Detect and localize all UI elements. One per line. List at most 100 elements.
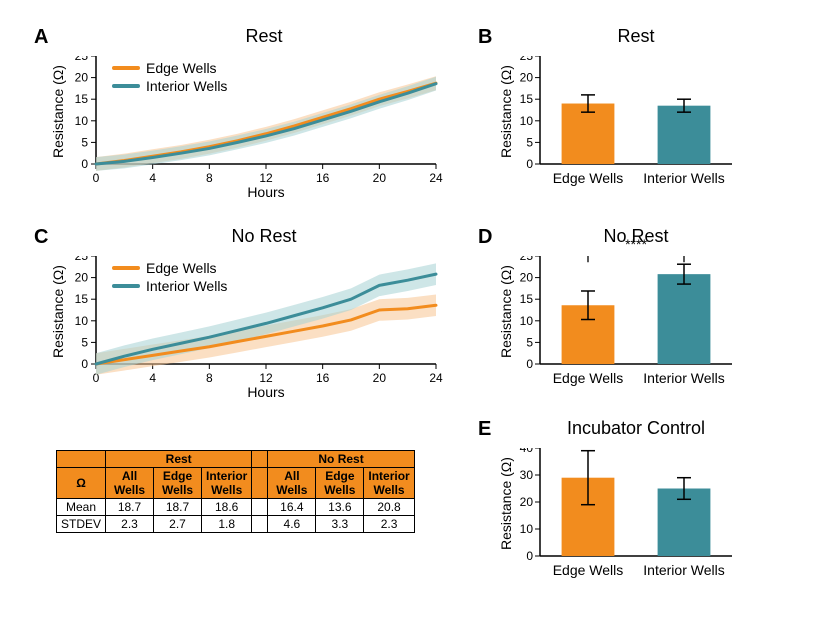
svg-text:0: 0: [81, 157, 88, 171]
svg-text:15: 15: [75, 92, 89, 106]
svg-text:5: 5: [526, 135, 533, 149]
table-row: Mean18.718.718.616.413.620.8: [57, 499, 415, 516]
table-cell: 16.4: [268, 499, 316, 516]
panel-letter-A: A: [34, 26, 48, 49]
svg-text:20: 20: [373, 371, 387, 385]
table-subheader: InteriorWells: [202, 468, 252, 499]
legend-label: Edge Wells: [146, 260, 217, 276]
svg-text:25: 25: [520, 56, 534, 63]
table-cell: 13.6: [316, 499, 364, 516]
svg-text:40: 40: [520, 448, 534, 455]
legend-label: Interior Wells: [146, 278, 227, 294]
bar-category-D-0: Edge Wells: [540, 370, 636, 386]
bar-category-B-1: Interior Wells: [636, 170, 732, 186]
svg-text:20: 20: [75, 271, 89, 285]
table-cell: 2.7: [154, 516, 202, 533]
legend-item-interior: Interior Wells: [112, 278, 227, 294]
linechart-A: 051015202504812162024: [66, 56, 446, 194]
table-subheader: EdgeWells: [154, 468, 202, 499]
significance-D: ****: [606, 236, 666, 252]
ylabel-B: Resistance (Ω): [498, 65, 514, 158]
title-E: Incubator Control: [536, 418, 736, 439]
title-B: Rest: [536, 26, 736, 47]
svg-text:8: 8: [206, 171, 213, 185]
bar-category-E-0: Edge Wells: [540, 562, 636, 578]
table-cell: 2.3: [106, 516, 154, 533]
svg-text:5: 5: [81, 135, 88, 149]
table-row: STDEV2.32.71.84.63.32.3: [57, 516, 415, 533]
title-A: Rest: [184, 26, 344, 47]
svg-text:0: 0: [526, 549, 533, 563]
svg-text:4: 4: [149, 171, 156, 185]
svg-text:0: 0: [81, 357, 88, 371]
svg-text:20: 20: [373, 171, 387, 185]
svg-text:10: 10: [520, 314, 534, 328]
legend-swatch: [112, 284, 140, 288]
legend-swatch: [112, 84, 140, 88]
svg-text:16: 16: [316, 371, 330, 385]
summary-table: RestNo RestΩAllWellsEdgeWellsInteriorWel…: [56, 450, 415, 533]
table-cell: 18.6: [202, 499, 252, 516]
xlabel-A: Hours: [226, 184, 306, 200]
table-subheader: InteriorWells: [364, 468, 414, 499]
svg-text:25: 25: [520, 256, 534, 263]
bar-category-B-0: Edge Wells: [540, 170, 636, 186]
svg-text:20: 20: [75, 71, 89, 85]
table-cell: 18.7: [106, 499, 154, 516]
svg-text:0: 0: [93, 171, 100, 185]
panel-letter-D: D: [478, 226, 492, 249]
svg-text:10: 10: [520, 522, 534, 536]
svg-text:12: 12: [259, 371, 273, 385]
svg-text:5: 5: [526, 335, 533, 349]
svg-text:10: 10: [75, 114, 89, 128]
svg-text:8: 8: [206, 371, 213, 385]
svg-text:20: 20: [520, 71, 534, 85]
xlabel-C: Hours: [226, 384, 306, 400]
figure-stage: A Rest Resistance (Ω) 0 5 10 15 20 25 0 4 8 12 16 20 24…: [0, 0, 816, 619]
svg-text:0: 0: [526, 157, 533, 171]
ylabel-A: Resistance (Ω): [50, 65, 66, 158]
table-group-rest: Rest: [106, 451, 252, 468]
svg-text:15: 15: [520, 92, 534, 106]
bar-category-E-1: Interior Wells: [636, 562, 732, 578]
linechart-C: 051015202504812162024: [66, 256, 446, 394]
ylabel-E: Resistance (Ω): [498, 457, 514, 550]
legend-swatch: [112, 66, 140, 70]
svg-text:15: 15: [520, 292, 534, 306]
svg-text:25: 25: [75, 56, 89, 63]
table-cell: 1.8: [202, 516, 252, 533]
panel-letter-B: B: [478, 26, 492, 49]
bar-category-D-1: Interior Wells: [636, 370, 732, 386]
table-row-label: Mean: [57, 499, 106, 516]
table-subheader: AllWells: [106, 468, 154, 499]
legend-item-edge: Edge Wells: [112, 60, 217, 76]
table-cell: 3.3: [316, 516, 364, 533]
table-cell: 18.7: [154, 499, 202, 516]
svg-text:0: 0: [526, 357, 533, 371]
ylabel-C: Resistance (Ω): [50, 265, 66, 358]
svg-text:4: 4: [149, 371, 156, 385]
svg-text:25: 25: [75, 256, 89, 263]
table-subheader: AllWells: [268, 468, 316, 499]
svg-text:30: 30: [520, 468, 534, 482]
panel-letter-E: E: [478, 418, 491, 441]
panel-letter-C: C: [34, 226, 48, 249]
ylabel-D: Resistance (Ω): [498, 265, 514, 358]
svg-text:24: 24: [429, 371, 443, 385]
svg-text:12: 12: [259, 171, 273, 185]
table-subheader: EdgeWells: [316, 468, 364, 499]
legend-item-edge: Edge Wells: [112, 260, 217, 276]
table-cell: 4.6: [268, 516, 316, 533]
svg-text:5: 5: [81, 335, 88, 349]
title-C: No Rest: [184, 226, 344, 247]
svg-text:20: 20: [520, 271, 534, 285]
svg-text:20: 20: [520, 495, 534, 509]
legend-label: Interior Wells: [146, 78, 227, 94]
table-group-norest: No Rest: [268, 451, 414, 468]
table-cell: 2.3: [364, 516, 414, 533]
legend-label: Edge Wells: [146, 60, 217, 76]
svg-text:10: 10: [520, 114, 534, 128]
svg-text:15: 15: [75, 292, 89, 306]
table-cell: 20.8: [364, 499, 414, 516]
legend-item-interior: Interior Wells: [112, 78, 227, 94]
